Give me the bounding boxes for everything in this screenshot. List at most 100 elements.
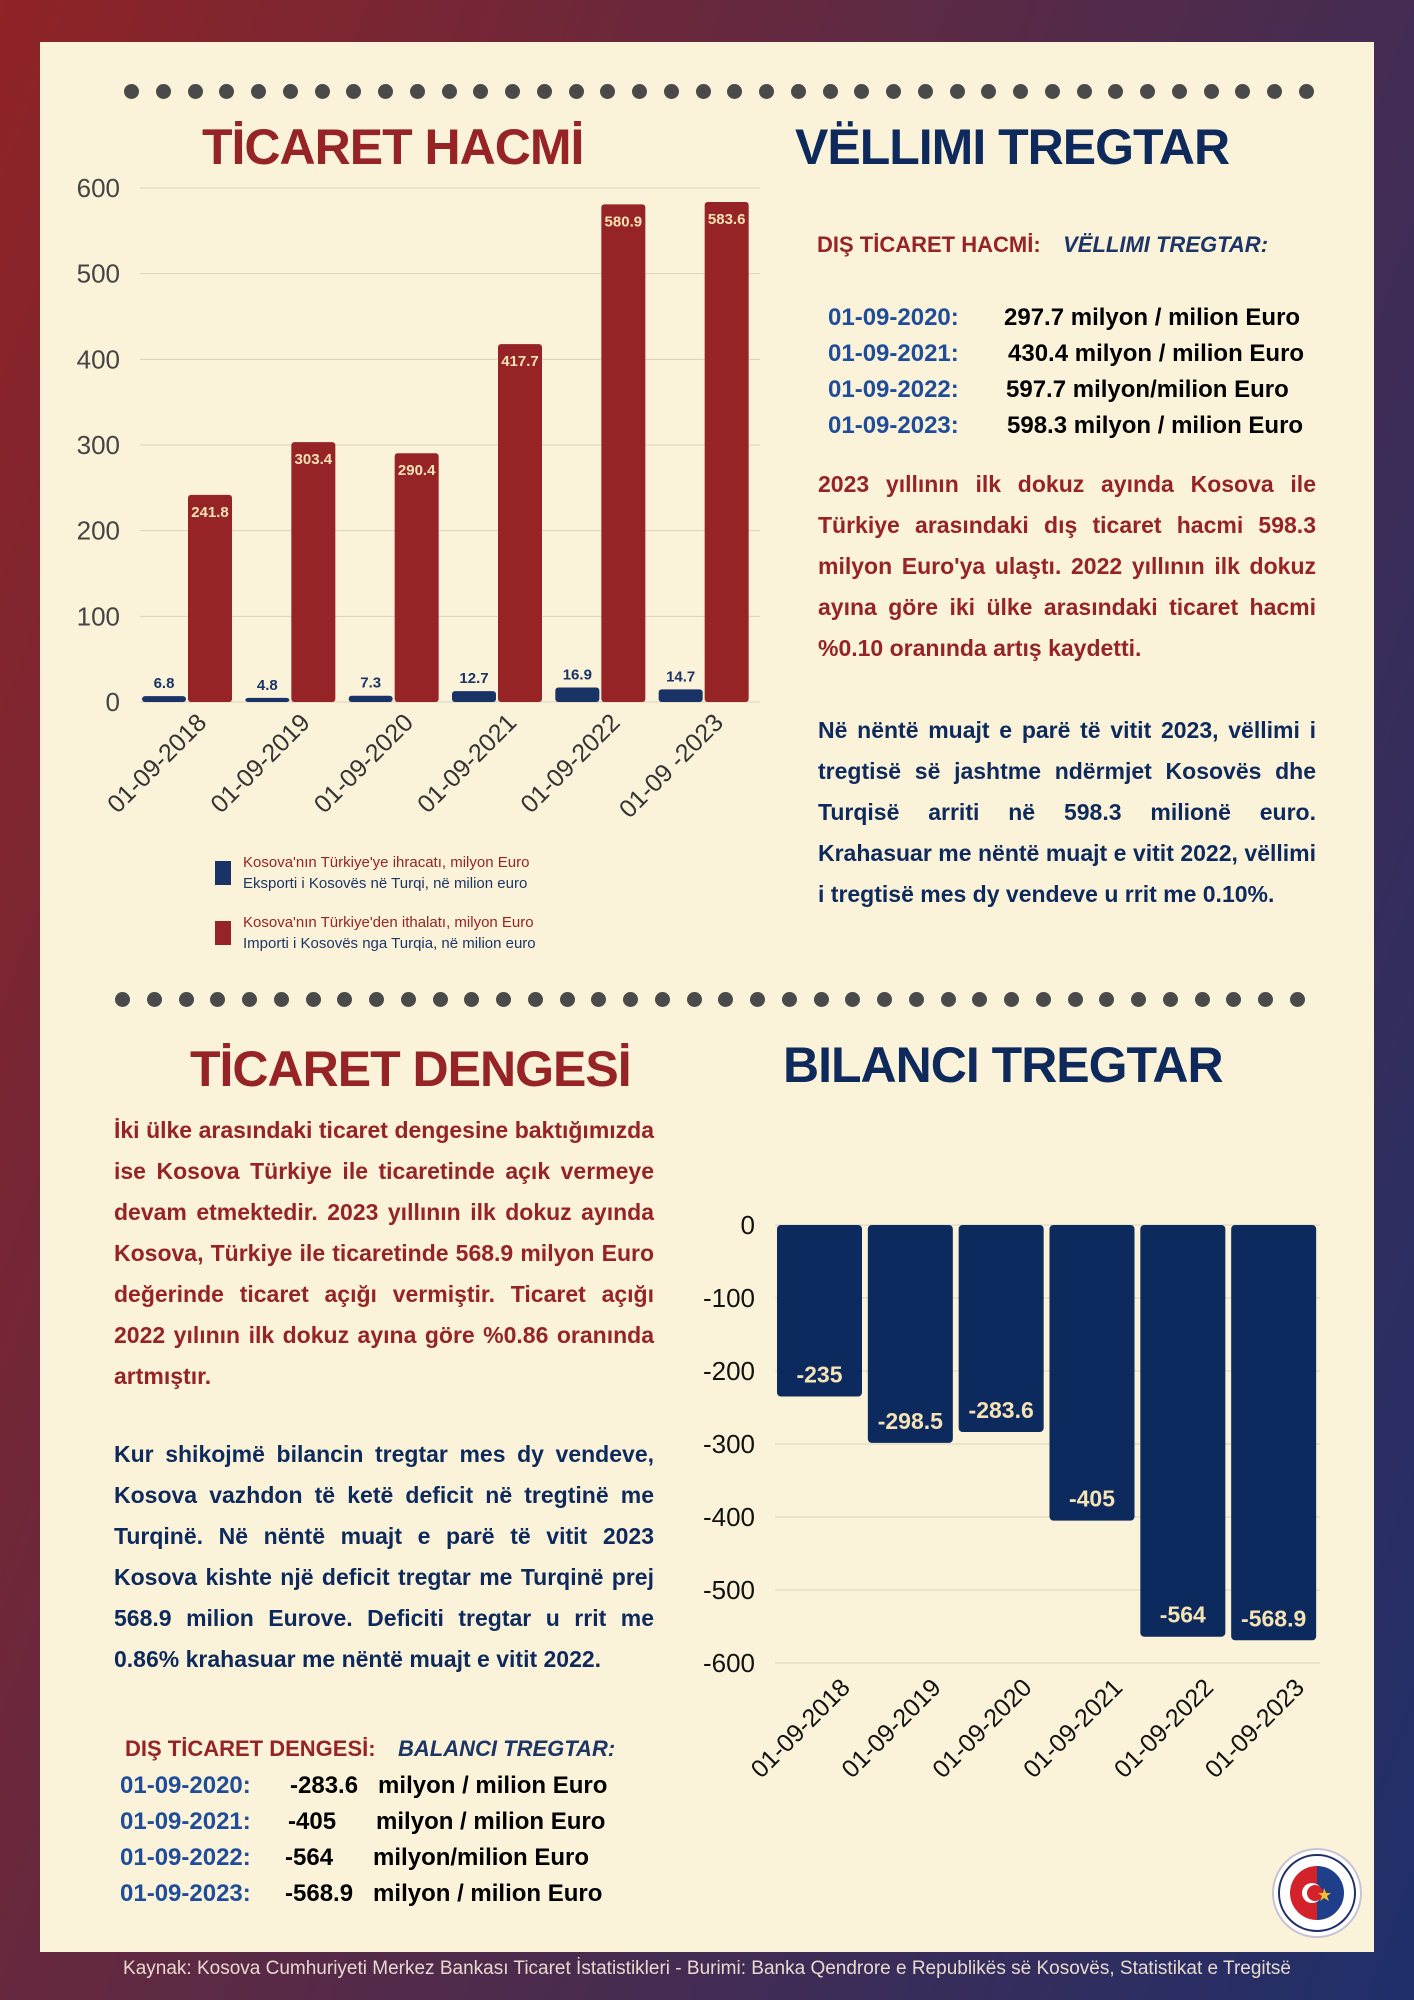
x-tick-label: 01-09-2018 bbox=[102, 708, 212, 818]
trade-volume-legend: Kosova'nın Türkiye'ye ihracatı, milyon E… bbox=[215, 852, 536, 954]
trade-balance-chart: 0-100-200-300-400-500-600-23501-09-2018-… bbox=[703, 1210, 1320, 1784]
bar-exports bbox=[142, 696, 186, 702]
legend-exports-tr: Kosova'nın Türkiye'ye ihracatı, milyon E… bbox=[243, 854, 530, 871]
data-label-balance: -405 bbox=[1069, 1486, 1115, 1512]
trade-balance-paragraph-tr: İki ülke arasındaki ticaret dengesine ba… bbox=[114, 1117, 654, 1389]
balance-value: -568.9 milyon / milion Euro bbox=[285, 1880, 603, 1907]
balance-row: 01-09-2020: -283.6 milyon / milion Euro bbox=[120, 1768, 607, 1804]
volume-row: 01-09-2023: 598.3 milyon / milion Euro bbox=[828, 408, 1304, 444]
data-label-balance: -568.9 bbox=[1241, 1605, 1306, 1631]
balance-date: 01-09-2023: bbox=[120, 1880, 251, 1907]
data-label-imports: 580.9 bbox=[605, 213, 643, 230]
subheading-balance-sq: BALANCI TREGTAR: bbox=[398, 1736, 616, 1761]
volume-value: 430.4 milyon / milion Euro bbox=[1008, 340, 1305, 367]
data-label-imports: 583.6 bbox=[708, 211, 746, 228]
y-tick-label: 100 bbox=[77, 601, 120, 631]
legend-imports-sq: Importi i Kosovës nga Turqia, në milion … bbox=[243, 935, 536, 952]
subheading-volume-sq: VËLLIMI TREGTAR: bbox=[1063, 232, 1269, 257]
y-tick-label: -100 bbox=[703, 1283, 755, 1313]
data-label-exports: 12.7 bbox=[459, 670, 488, 687]
dotted-divider-top bbox=[124, 84, 1314, 99]
volume-date: 01-09-2020: bbox=[828, 304, 959, 331]
y-tick-label: -200 bbox=[703, 1356, 755, 1386]
bar-imports bbox=[394, 453, 439, 702]
y-tick-label: 500 bbox=[77, 259, 120, 289]
y-tick-label: 300 bbox=[77, 430, 120, 460]
balance-date: 01-09-2020: bbox=[120, 1772, 251, 1799]
chamber-logo bbox=[1272, 1848, 1362, 1938]
bar-balance bbox=[958, 1225, 1044, 1433]
subheading-volume-tr: DIŞ TİCARET HACMİ: bbox=[817, 232, 1041, 257]
y-tick-label: -500 bbox=[703, 1575, 755, 1605]
x-tick-label: 01-09-2020 bbox=[309, 708, 419, 818]
legend-swatch-imports bbox=[215, 921, 231, 945]
balance-row: 01-09-2023: -568.9 milyon / milion Euro bbox=[120, 1876, 607, 1912]
title-trade-balance-tr: TİCARET DENGESİ bbox=[190, 1041, 632, 1097]
balance-row: 01-09-2022: -564 milyon/milion Euro bbox=[120, 1840, 607, 1876]
title-trade-balance-sq: BILANCI TREGTAR bbox=[783, 1037, 1224, 1093]
y-tick-label: 400 bbox=[77, 344, 120, 374]
y-tick-label: 200 bbox=[77, 516, 120, 546]
x-tick-label: 01-09-2019 bbox=[205, 708, 315, 818]
trade-volume-paragraph-sq: Në nëntë muajt e parë të vitit 2023, vël… bbox=[818, 717, 1316, 907]
volume-date: 01-09-2021: bbox=[828, 340, 959, 367]
data-label-exports: 6.8 bbox=[154, 675, 175, 692]
balance-value: -283.6 milyon / milion Euro bbox=[290, 1772, 608, 1799]
legend-imports-tr: Kosova'nın Türkiye'den ithalatı, milyon … bbox=[243, 914, 534, 931]
title-trade-volume-tr: TİCARET HACMİ bbox=[202, 119, 584, 175]
trade-balance-subheading: DIŞ TİCARET DENGESİ: BALANCI TREGTAR: bbox=[125, 1736, 615, 1762]
data-label-exports: 7.3 bbox=[360, 675, 381, 692]
trade-volume-list: 01-09-2020: 297.7 milyon / milion Euro 01… bbox=[828, 300, 1304, 444]
source-footer: Kaynak: Kosova Cumhuriyeti Merkez Bankas… bbox=[123, 1958, 1291, 1979]
volume-value: 597.7 milyon/milion Euro bbox=[1006, 376, 1289, 403]
y-tick-label: -600 bbox=[703, 1648, 755, 1678]
data-label-imports: 303.4 bbox=[295, 451, 333, 468]
data-label-balance: -283.6 bbox=[969, 1397, 1034, 1423]
bar-exports bbox=[452, 691, 496, 702]
data-label-exports: 16.9 bbox=[563, 667, 592, 684]
subheading-balance-tr: DIŞ TİCARET DENGESİ: bbox=[125, 1736, 376, 1761]
bar-balance bbox=[867, 1225, 953, 1443]
bar-imports bbox=[704, 202, 749, 703]
data-label-balance: -564 bbox=[1160, 1602, 1206, 1628]
bar-balance bbox=[1049, 1225, 1135, 1521]
balance-row: 01-09-2021: -405 milyon / milion Euro bbox=[120, 1804, 607, 1840]
legend-exports-sq: Eksporti i Kosovës në Turqi, në milion e… bbox=[243, 875, 528, 892]
volume-row: 01-09-2022: 597.7 milyon/milion Euro bbox=[828, 372, 1304, 408]
legend-item-imports: Kosova'nın Türkiye'den ithalatı, milyon … bbox=[215, 912, 536, 954]
bar-balance bbox=[1231, 1225, 1317, 1641]
balance-value: -564 milyon/milion Euro bbox=[285, 1844, 590, 1871]
dotted-divider-middle bbox=[115, 992, 1305, 1007]
volume-date: 01-09-2023: bbox=[828, 412, 959, 439]
volume-value: 297.7 milyon / milion Euro bbox=[1004, 304, 1301, 331]
y-tick-label: -300 bbox=[703, 1429, 755, 1459]
y-tick-label: 0 bbox=[106, 687, 120, 717]
data-label-imports: 417.7 bbox=[501, 353, 539, 370]
balance-value: -405 milyon / milion Euro bbox=[288, 1808, 606, 1835]
bar-imports bbox=[188, 494, 232, 702]
volume-date: 01-09-2022: bbox=[828, 376, 959, 403]
y-tick-label: 600 bbox=[77, 173, 120, 203]
trade-balance-list: 01-09-2020: -283.6 milyon / milion Euro 0… bbox=[120, 1768, 607, 1912]
x-tick-label: 01-09 -2023 bbox=[614, 708, 729, 823]
data-label-balance: -235 bbox=[796, 1362, 842, 1388]
data-label-balance: -298.5 bbox=[878, 1408, 943, 1434]
legend-swatch-exports bbox=[215, 861, 231, 885]
trade-volume-paragraph-tr: 2023 yıllının ilk dokuz ayında Kosova il… bbox=[818, 471, 1316, 661]
trade-volume-subheading: DIŞ TİCARET HACMİ: VËLLIMI TREGTAR: bbox=[817, 232, 1268, 258]
trade-balance-paragraph-sq: Kur shikojmë bilancin tregtar mes dy ven… bbox=[114, 1441, 654, 1672]
volume-row: 01-09-2020: 297.7 milyon / milion Euro bbox=[828, 300, 1304, 336]
bar-balance bbox=[777, 1225, 862, 1397]
y-tick-label: 0 bbox=[741, 1210, 755, 1240]
logo-emblem-icon bbox=[1278, 1854, 1356, 1932]
data-label-exports: 4.8 bbox=[257, 677, 278, 694]
volume-row: 01-09-2021: 430.4 milyon / milion Euro bbox=[828, 336, 1304, 372]
bar-exports bbox=[658, 689, 703, 702]
x-tick-label: 01-09-2022 bbox=[515, 708, 625, 818]
data-label-imports: 290.4 bbox=[398, 462, 436, 479]
data-label-imports: 241.8 bbox=[191, 504, 229, 521]
bar-imports bbox=[498, 344, 542, 702]
legend-item-exports: Kosova'nın Türkiye'ye ihracatı, milyon E… bbox=[215, 852, 536, 894]
bar-exports bbox=[245, 697, 290, 702]
balance-date: 01-09-2021: bbox=[120, 1808, 251, 1835]
